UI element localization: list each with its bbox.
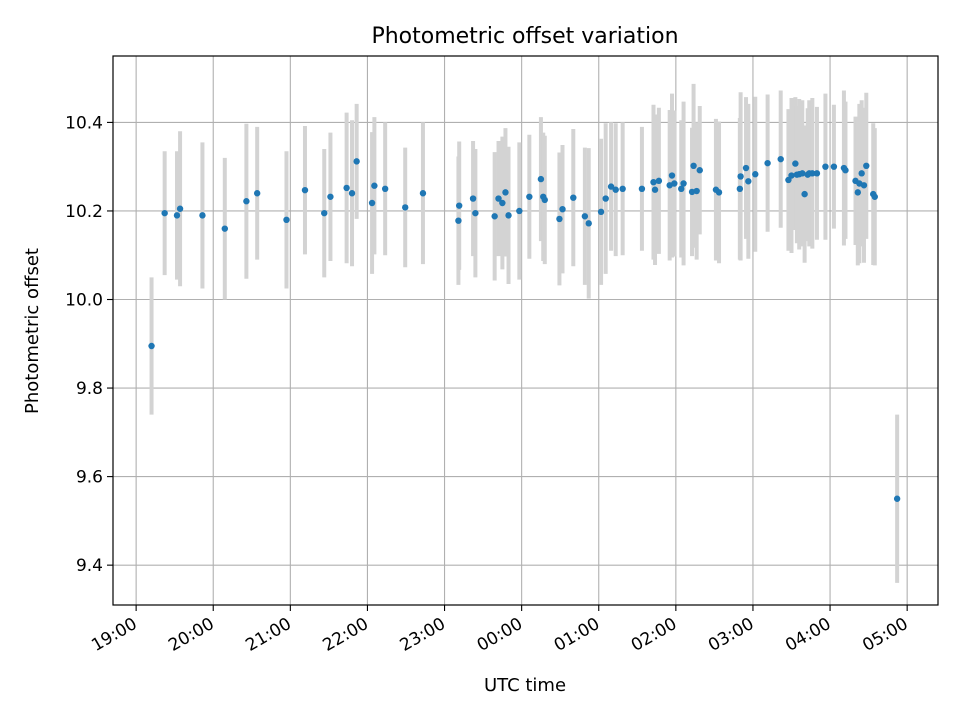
- data-point: [863, 162, 870, 169]
- data-point: [693, 187, 700, 195]
- data-point: [737, 173, 744, 180]
- data-point: [559, 205, 566, 213]
- data-point: [556, 215, 563, 223]
- data-point: [161, 209, 168, 217]
- data-point: [788, 172, 795, 179]
- data-point: [799, 170, 806, 177]
- data-point: [612, 186, 619, 193]
- data-point: [813, 170, 821, 177]
- data-point: [199, 212, 206, 219]
- data-point: [371, 182, 378, 189]
- data-point: [495, 195, 502, 202]
- data-point: [253, 190, 261, 197]
- data-point: [651, 186, 659, 193]
- data-point: [472, 209, 479, 217]
- data-point: [368, 199, 376, 207]
- data-point: [327, 193, 334, 200]
- data-point: [173, 212, 181, 219]
- data-point: [736, 185, 744, 193]
- data-point: [343, 184, 350, 192]
- data-point: [402, 204, 409, 211]
- data-point: [321, 209, 328, 217]
- data-point: [597, 208, 605, 216]
- data-point: [671, 180, 678, 187]
- data-point: [353, 158, 360, 165]
- data-point: [678, 185, 685, 193]
- y-tick-label: 9.8: [76, 379, 103, 399]
- data-point: [570, 194, 577, 201]
- data-point: [607, 183, 615, 190]
- data-point: [301, 186, 309, 194]
- chart-title: Photometric offset variation: [371, 24, 678, 49]
- data-point: [381, 185, 389, 193]
- y-axis-label: Photometric offset: [22, 248, 43, 414]
- data-point: [526, 193, 533, 200]
- data-point: [502, 189, 509, 196]
- data-point: [801, 190, 808, 198]
- data-point: [469, 195, 477, 202]
- y-tick-label: 10.4: [65, 113, 103, 133]
- data-point: [842, 167, 849, 174]
- data-point: [680, 180, 687, 187]
- data-point: [638, 185, 646, 193]
- data-point: [176, 205, 184, 212]
- data-point: [491, 213, 498, 220]
- data-point: [830, 163, 838, 170]
- data-point: [696, 167, 703, 174]
- data-point: [715, 189, 723, 196]
- data-point: [602, 195, 609, 202]
- data-point: [499, 199, 506, 207]
- data-point: [619, 185, 626, 193]
- y-tick-label: 9.4: [76, 556, 103, 576]
- data-point: [516, 207, 523, 215]
- data-point: [777, 155, 784, 163]
- y-tick-label: 9.6: [76, 468, 103, 488]
- data-point: [742, 164, 750, 172]
- data-point: [690, 162, 697, 169]
- data-point: [283, 216, 290, 224]
- data-point: [822, 163, 829, 170]
- data-points: [148, 155, 901, 502]
- data-point: [809, 170, 816, 177]
- data-point: [585, 220, 592, 227]
- data-point: [650, 178, 657, 186]
- data-point: [792, 160, 799, 167]
- data-point: [745, 178, 752, 185]
- data-point: [221, 225, 228, 232]
- data-point: [455, 217, 462, 224]
- data-point: [860, 182, 868, 189]
- data-point: [243, 198, 250, 205]
- data-point: [858, 170, 865, 177]
- x-axis-label: UTC time: [484, 675, 566, 696]
- data-point: [455, 202, 463, 209]
- data-point: [419, 190, 427, 197]
- data-point: [348, 190, 356, 197]
- data-point: [537, 175, 545, 183]
- y-axis-ticks: 9.4 9.6 9.8 10.0 10.2 10.4: [65, 113, 113, 576]
- data-point: [871, 193, 878, 200]
- data-point: [148, 342, 155, 350]
- y-tick-label: 10.0: [65, 291, 103, 311]
- data-point: [541, 196, 548, 204]
- data-point: [655, 177, 663, 185]
- data-point: [893, 495, 901, 502]
- data-point: [668, 172, 676, 179]
- data-point: [581, 213, 589, 220]
- plot-area-frame: [112, 55, 939, 606]
- y-tick-label: 10.2: [65, 202, 103, 222]
- data-point: [854, 189, 862, 196]
- data-point: [505, 212, 512, 219]
- data-point: [752, 171, 759, 178]
- data-point: [764, 159, 771, 167]
